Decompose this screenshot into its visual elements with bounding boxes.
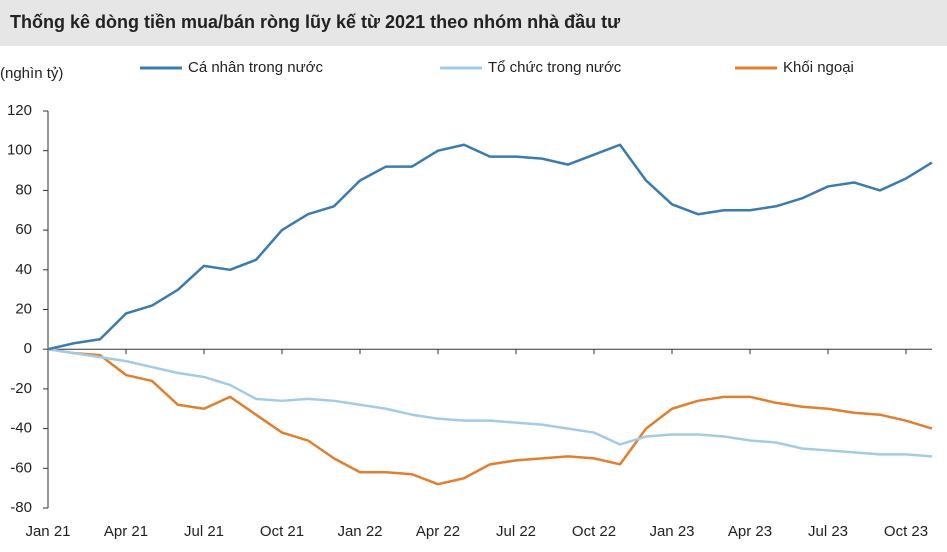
series-line xyxy=(47,347,933,458)
y-axis-label: (nghìn tỷ) xyxy=(0,65,63,82)
x-tick-label: Oct 22 xyxy=(572,523,616,540)
x-tick-label: Apr 21 xyxy=(104,523,148,540)
x-tick-label: Jul 23 xyxy=(808,523,848,540)
x-tick-label: Oct 21 xyxy=(260,523,304,540)
x-tick-label: Jul 22 xyxy=(496,523,536,540)
series-line xyxy=(47,347,933,486)
y-tick-label: 120 xyxy=(7,102,32,119)
title-bar xyxy=(0,0,947,46)
y-tick-label: -40 xyxy=(10,420,32,437)
x-tick-label: Jan 23 xyxy=(649,523,694,540)
y-tick-label: 80 xyxy=(15,181,32,198)
y-tick-label: -80 xyxy=(10,499,32,516)
legend-label: Cá nhân trong nước xyxy=(188,59,323,76)
legend-label: Tổ chức trong nước xyxy=(488,59,622,76)
y-tick-label: -20 xyxy=(10,380,32,397)
y-tick-label: 100 xyxy=(7,142,32,159)
x-tick-label: Jul 21 xyxy=(184,523,224,540)
x-tick-label: Jan 22 xyxy=(337,523,382,540)
x-tick-label: Apr 23 xyxy=(728,523,772,540)
y-tick-label: 40 xyxy=(15,261,32,278)
chart-title: Thống kê dòng tiền mua/bán ròng lũy kế t… xyxy=(10,12,621,32)
x-tick-label: Jan 21 xyxy=(25,523,70,540)
x-tick-label: Apr 22 xyxy=(416,523,460,540)
y-tick-label: -60 xyxy=(10,459,32,476)
x-tick-label: Oct 23 xyxy=(884,523,928,540)
y-tick-label: 60 xyxy=(15,221,32,238)
y-tick-label: 20 xyxy=(15,300,32,317)
y-tick-label: 0 xyxy=(24,340,32,357)
legend-label: Khối ngoại xyxy=(783,59,854,76)
series-line xyxy=(47,143,933,351)
